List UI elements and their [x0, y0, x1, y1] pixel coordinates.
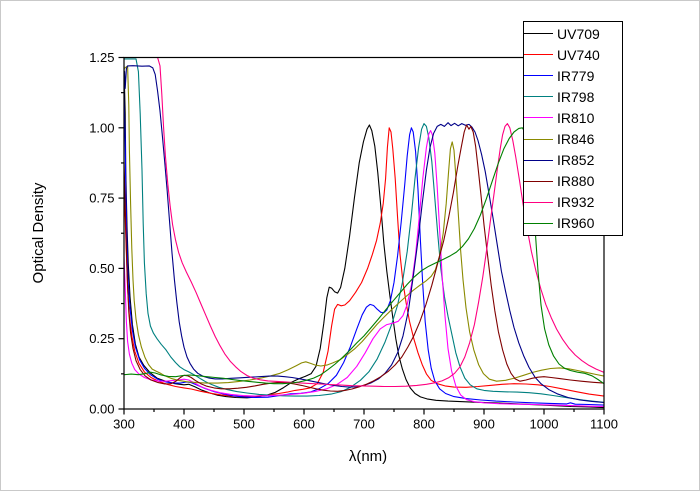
legend-label: UV740: [557, 46, 600, 63]
legend-entry-uv740: UV740: [524, 45, 622, 65]
legend-swatch-ir880: [524, 180, 553, 182]
y-axis-tick-label: 1.00: [89, 120, 114, 135]
legend-swatch-ir846: [524, 138, 553, 140]
x-axis-title: λ(nm): [349, 448, 387, 465]
x-axis-tick-label: 500: [233, 417, 255, 432]
x-axis-tick-label: 1000: [530, 417, 559, 432]
axis-tick-labels: 300 400 500 600 700 800 900 1000 1100 0.00 0.25 0.5…: [89, 50, 618, 432]
series-line-ir798: [123, 58, 605, 403]
x-axis-tick-label: 400: [173, 417, 195, 432]
series-line-ir810: [123, 130, 605, 408]
x-axis-tick-label: 1100: [590, 417, 618, 432]
legend-swatch-ir779: [524, 75, 553, 77]
legend-entry-ir880: IR880: [524, 171, 622, 191]
legend-label: IR880: [557, 173, 595, 190]
legend-swatch-uv740: [524, 54, 553, 56]
y-axis-tick-label: 0.00: [89, 402, 114, 417]
legend-entry-ir932: IR932: [524, 192, 622, 212]
legend-swatch-ir960: [524, 222, 553, 224]
y-axis-tick-label: 0.25: [89, 331, 114, 346]
legend: UV709 UV740 IR779 IR798 IR810 IR846 IR852 IR880…: [523, 21, 623, 236]
series-line-ir960: [123, 127, 605, 385]
y-axis-title: Optical Density: [30, 182, 47, 283]
legend-label: IR932: [557, 194, 595, 211]
axis-ticks: [118, 56, 605, 415]
series-line-ir880: [123, 124, 605, 392]
legend-entry-ir852: IR852: [524, 150, 622, 170]
legend-entry-ir810: IR810: [524, 108, 622, 128]
series-line-uv740: [123, 127, 605, 398]
legend-swatch-ir798: [524, 96, 553, 98]
legend-swatch-ir852: [524, 159, 553, 161]
legend-label: IR852: [557, 152, 595, 169]
y-axis-tick-label: 1.25: [89, 50, 114, 65]
legend-entry-ir960: IR960: [524, 213, 622, 233]
x-axis-tick-label: 700: [353, 417, 375, 432]
legend-label: IR779: [557, 67, 595, 84]
legend-label: IR798: [557, 88, 595, 105]
legend-label: IR810: [557, 109, 595, 126]
legend-swatch-ir932: [524, 201, 553, 203]
x-axis-tick-label: 300: [113, 417, 135, 432]
series-line-ir779: [123, 93, 605, 406]
legend-entry-ir779: IR779: [524, 66, 622, 86]
y-axis-tick-label: 0.75: [89, 191, 114, 206]
legend-label: IR846: [557, 131, 595, 148]
legend-label: IR960: [557, 215, 595, 232]
x-axis-tick-label: 800: [413, 417, 435, 432]
legend-label: UV709: [557, 25, 600, 42]
x-axis-tick-label: 600: [293, 417, 315, 432]
series-lines: [123, 56, 605, 409]
x-axis-tick-label: 900: [473, 417, 495, 432]
legend-swatch-ir810: [524, 117, 553, 119]
legend-entry-ir846: IR846: [524, 129, 622, 149]
legend-swatch-uv709: [524, 33, 553, 35]
legend-entry-uv709: UV709: [524, 24, 622, 44]
legend-entry-ir798: IR798: [524, 87, 622, 107]
y-axis-tick-label: 0.50: [89, 261, 114, 276]
series-line-ir846: [123, 65, 605, 384]
